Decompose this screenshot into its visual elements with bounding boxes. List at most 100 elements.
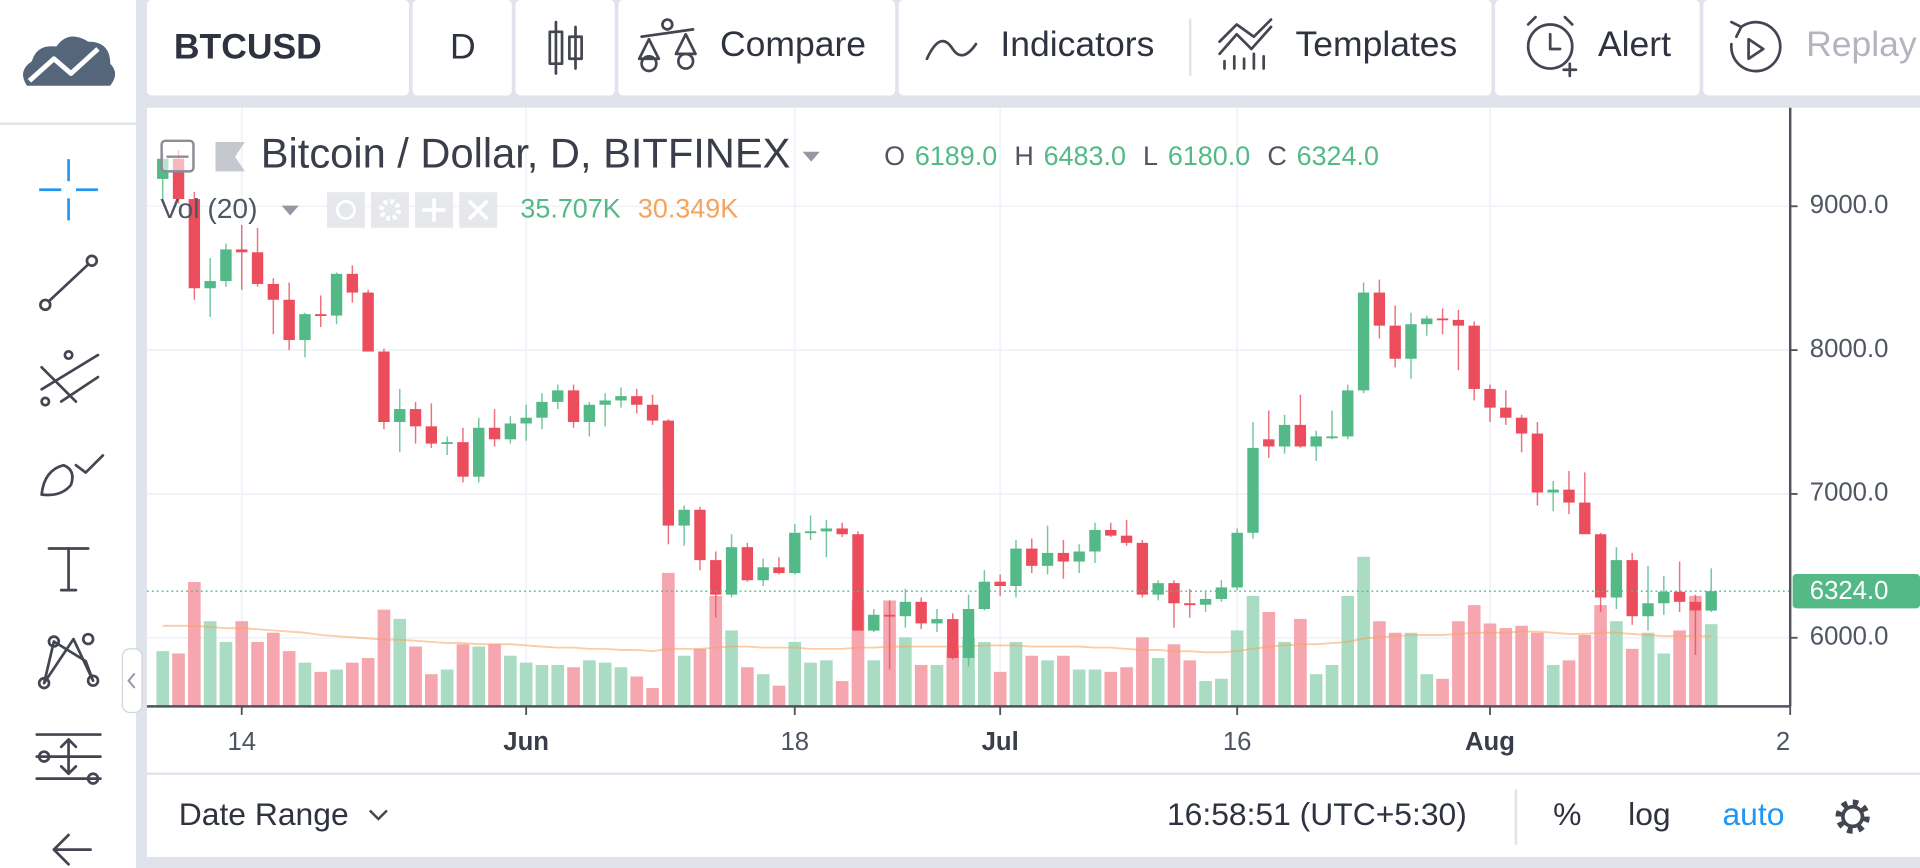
volume-bar — [1436, 678, 1449, 707]
log-button[interactable]: log — [1628, 796, 1670, 832]
candle-body — [1547, 489, 1559, 493]
text-tool[interactable] — [47, 547, 90, 592]
candle-body — [1010, 548, 1022, 587]
volume-bar — [156, 651, 170, 707]
study-buttons — [326, 192, 498, 228]
collapse-tab[interactable] — [121, 648, 143, 714]
volume-bar — [725, 630, 738, 707]
volume-legend-value: 30.349K — [638, 194, 738, 224]
volume-bar — [1357, 556, 1370, 707]
auto-button[interactable]: auto — [1722, 796, 1784, 832]
candle-body — [441, 442, 453, 444]
remove-icon — [467, 199, 489, 221]
pattern-tool[interactable] — [37, 632, 100, 690]
flag-icon[interactable] — [215, 142, 245, 172]
candle-body — [1247, 447, 1259, 533]
volume-legend-value: 35.707K — [520, 194, 620, 224]
ohlc-value: 6324.0 — [1297, 141, 1379, 171]
volume-bar — [1404, 632, 1418, 707]
symbol-button[interactable] — [146, 0, 409, 96]
volume-bar — [172, 653, 185, 707]
settings-button[interactable] — [371, 192, 409, 228]
candle-body — [172, 158, 185, 200]
volume-bar — [1641, 632, 1655, 707]
ohlc-value: 6189.0 — [915, 141, 997, 171]
candle-icon — [548, 20, 583, 75]
candle-body — [1642, 603, 1654, 617]
indicators-templates-group[interactable] — [898, 0, 1492, 96]
candle-body — [1563, 489, 1575, 503]
candle-body — [1342, 390, 1354, 437]
volume-bar — [709, 595, 723, 707]
compare-button[interactable] — [618, 0, 896, 96]
bottom-panel — [146, 774, 1920, 857]
date-range-button[interactable]: Date Range — [179, 796, 349, 832]
interval-button[interactable] — [412, 0, 512, 96]
volume-bar — [1562, 660, 1576, 707]
trend-line-tool[interactable] — [39, 254, 99, 312]
clock[interactable]: 16:58:51 (UTC+5:30) — [1167, 796, 1467, 832]
volume-bar — [1515, 625, 1528, 707]
logo[interactable] — [23, 36, 116, 86]
settings-icon — [378, 198, 402, 221]
back-arrow[interactable] — [52, 833, 92, 866]
candle-body — [883, 614, 896, 617]
last-price-badge — [1792, 574, 1920, 609]
volume-bar — [993, 671, 1007, 707]
volume-bar — [472, 646, 486, 707]
volume-bar — [662, 572, 675, 707]
candle-body — [1152, 583, 1164, 595]
candle-body — [346, 273, 359, 293]
candle-body — [567, 390, 580, 423]
volume-bar — [235, 621, 249, 707]
volume-bar — [267, 632, 280, 707]
plot-area — [146, 107, 1791, 707]
ohlc-label: L — [1143, 141, 1158, 171]
volume-caret[interactable] — [281, 205, 299, 216]
settings-gear[interactable] — [1835, 799, 1870, 834]
x-tick-label: 16 — [1223, 728, 1252, 756]
candle-body — [1594, 534, 1607, 598]
candle-body — [378, 351, 390, 423]
chart-header: Bitcoin / Dollar, D, BITFINEX O 6189.0 H 64… — [160, 130, 1379, 228]
volume-bar — [330, 669, 343, 707]
candle-body — [299, 314, 311, 341]
chart-style-button[interactable] — [515, 0, 615, 96]
candle-body — [188, 199, 201, 289]
candle-body — [662, 420, 675, 526]
fib-tool[interactable] — [40, 350, 100, 407]
brush-tool[interactable] — [40, 454, 105, 497]
last-price-label: 6324.0 — [1810, 577, 1889, 605]
title-caret[interactable] — [802, 151, 820, 162]
volume-bar — [1199, 681, 1212, 707]
candle-body — [1405, 324, 1417, 359]
candle-body — [615, 396, 627, 401]
candle-body — [1357, 292, 1370, 391]
chart-title[interactable]: Bitcoin / Dollar, D, BITFINEX — [261, 130, 791, 177]
plot: 6000.0 7000.0 8000.0 9000.0 14 Jun 18 Jul 16 Aug 2… — [146, 107, 1920, 756]
volume-bar — [930, 664, 944, 707]
volume-bar — [1325, 664, 1339, 707]
volume-bar — [1657, 653, 1671, 707]
volume-legend-name[interactable]: Vol (20) — [160, 193, 257, 224]
volume-bar — [1452, 621, 1465, 707]
percent-button[interactable]: % — [1553, 796, 1581, 832]
crosshair-tool[interactable] — [39, 159, 98, 221]
volume-bar — [1499, 628, 1513, 707]
volume-bar — [519, 662, 533, 707]
measure-tool[interactable] — [35, 733, 102, 785]
volume-bar — [1673, 630, 1686, 707]
volume-bar — [361, 658, 375, 707]
eye-button[interactable] — [326, 192, 365, 228]
candle-body — [1452, 319, 1465, 326]
candle-body — [804, 531, 817, 534]
volume-bar — [1309, 674, 1323, 707]
volume-legend-values: 35.707K 30.349K — [520, 194, 738, 224]
candle-body — [1310, 436, 1322, 447]
add-icon — [422, 198, 446, 222]
candle-body — [504, 423, 517, 440]
candle-body — [1105, 529, 1117, 536]
candle-body — [362, 292, 374, 352]
candle-body — [1199, 598, 1212, 605]
toolbar: BTCUSD D Compare Indicators Templates Al… — [146, 0, 1920, 96]
